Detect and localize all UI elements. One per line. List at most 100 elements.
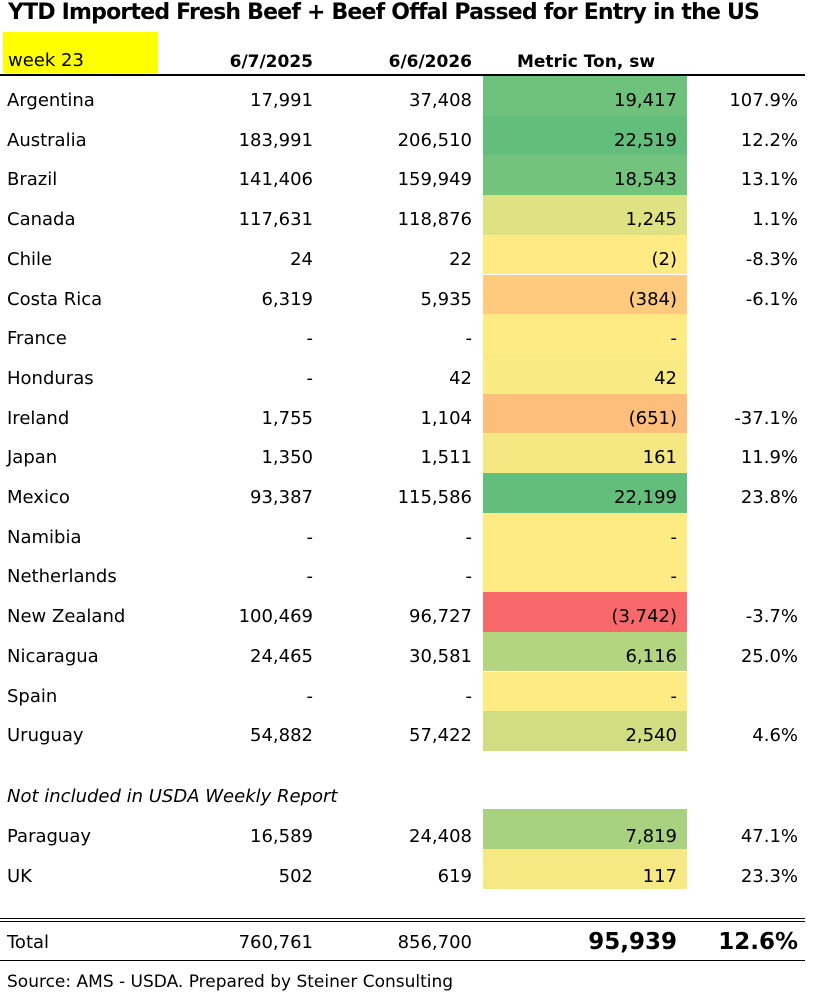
value-2026: 115,586	[397, 487, 472, 508]
value-2025: -	[306, 328, 314, 350]
value-2026: 118,876	[397, 209, 472, 231]
value-2026: 22	[449, 248, 472, 270]
change-value: 22,519	[614, 129, 677, 151]
change-pct: 13.1%	[740, 169, 798, 191]
change-pct: 25.0%	[740, 645, 798, 667]
country-name: Ireland	[7, 407, 70, 429]
change-pct: 23.3%	[740, 866, 798, 887]
change-value: 7,819	[625, 826, 677, 847]
change-pct: -37.1%	[734, 407, 798, 429]
value-2026: 30,581	[409, 645, 472, 667]
heat-cell	[483, 552, 687, 593]
change-pct: -3.7%	[745, 606, 798, 628]
change-value: 117	[642, 866, 677, 887]
total-pct: 12.6%	[718, 929, 798, 955]
change-value: -	[670, 328, 678, 350]
week-label: week 23	[3, 32, 158, 73]
value-2026: 1,104	[420, 407, 472, 429]
total-2026: 856,700	[397, 932, 472, 953]
country-name: Nicaragua	[7, 645, 99, 667]
total-rule-top	[0, 918, 805, 919]
country-name: Australia	[7, 129, 87, 151]
country-name: UK	[7, 866, 32, 887]
value-2026: -	[465, 526, 473, 548]
value-2025: 24,465	[250, 645, 313, 667]
change-value: (651)	[628, 407, 677, 429]
change-value: 161	[642, 447, 677, 469]
header-2025: 6/7/2025	[229, 52, 313, 72]
change-value: 2,540	[625, 725, 677, 747]
page-title: YTD Imported Fresh Beef + Beef Offal Pas…	[8, 0, 760, 25]
source-rule	[0, 960, 805, 961]
country-name: New Zealand	[7, 606, 126, 628]
change-pct	[690, 365, 798, 393]
heat-cell	[483, 631, 687, 672]
change-value: -	[670, 685, 678, 707]
country-name: Spain	[7, 685, 58, 707]
source-note: Source: AMS - USDA. Prepared by Steiner …	[7, 972, 454, 992]
heat-cell	[483, 849, 687, 889]
country-name: Argentina	[7, 90, 95, 111]
change-value: (2)	[651, 248, 678, 270]
heat-cell	[483, 314, 687, 354]
change-pct: 11.9%	[740, 447, 798, 469]
heat-cell	[483, 353, 687, 394]
header-2026: 6/6/2026	[388, 52, 472, 72]
country-name: Namibia	[7, 526, 82, 548]
change-value: 22,199	[614, 487, 677, 508]
value-2025: 100,469	[238, 606, 313, 628]
value-2026: 24,408	[409, 826, 472, 847]
value-2026: 159,949	[397, 169, 472, 191]
value-2025: 6,319	[261, 288, 313, 310]
country-name: Netherlands	[7, 566, 117, 588]
heat-cell	[483, 473, 687, 513]
value-2026: 206,510	[397, 129, 472, 151]
total-change: 95,939	[588, 929, 677, 955]
country-name: Chile	[7, 248, 53, 270]
change-pct	[690, 683, 798, 711]
value-2026: 57,422	[409, 725, 472, 747]
value-2025: -	[306, 367, 314, 389]
change-value: (3,742)	[611, 606, 677, 628]
value-2026: -	[465, 566, 473, 588]
value-2026: 96,727	[409, 606, 472, 628]
change-value: -	[670, 526, 678, 548]
change-pct: 23.8%	[740, 487, 798, 508]
value-2026: 1,511	[420, 447, 472, 469]
heat-cell	[483, 155, 687, 196]
country-name: Brazil	[7, 169, 58, 191]
header-rule	[0, 74, 805, 76]
value-2026: -	[465, 685, 473, 707]
value-2025: 1,755	[261, 407, 313, 429]
value-2025: 93,387	[250, 487, 313, 508]
value-2025: 1,350	[261, 447, 313, 469]
value-2025: 117,631	[238, 209, 313, 231]
change-pct	[690, 563, 798, 591]
change-pct: -8.3%	[745, 248, 798, 270]
heat-cell	[483, 433, 687, 473]
value-2026: 42	[449, 367, 472, 389]
country-name: Canada	[7, 209, 76, 231]
change-pct: 107.9%	[729, 90, 798, 111]
heat-cell	[483, 76, 687, 116]
heat-cell	[483, 592, 687, 632]
total-rule-bottom	[0, 921, 805, 922]
heat-cell	[483, 393, 687, 434]
country-name: Japan	[7, 447, 58, 469]
change-pct	[690, 325, 798, 353]
value-2026: 5,935	[420, 288, 472, 310]
change-pct: 4.6%	[752, 725, 798, 747]
change-value: (384)	[628, 288, 677, 310]
country-name: Paraguay	[7, 826, 92, 847]
change-value: 1,245	[625, 209, 677, 231]
value-2025: -	[306, 685, 314, 707]
value-2025: -	[306, 526, 314, 548]
country-name: Uruguay	[7, 725, 84, 747]
change-value: 42	[654, 367, 677, 389]
value-2026: 619	[437, 866, 472, 887]
change-pct: -6.1%	[745, 288, 798, 310]
value-2025: 141,406	[238, 169, 313, 191]
value-2025: 54,882	[250, 725, 313, 747]
header-change: Metric Ton, sw	[516, 52, 656, 72]
heat-cell	[483, 234, 687, 275]
